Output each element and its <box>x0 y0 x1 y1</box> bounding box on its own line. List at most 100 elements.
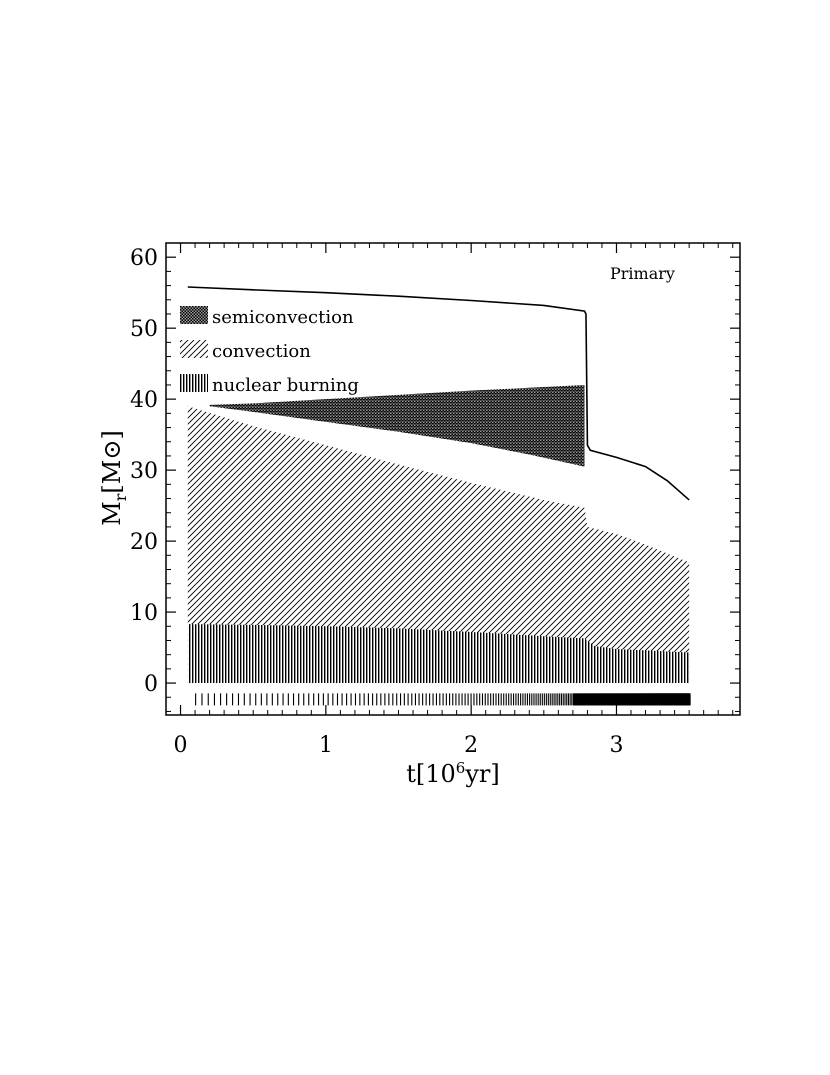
plot-frame <box>165 242 741 716</box>
legend-swatch-semiconvection <box>180 306 208 324</box>
burning-timeline-tick <box>452 693 454 706</box>
burning-timeline-tick <box>515 693 517 706</box>
burning-timeline-tick <box>461 693 463 706</box>
burning-timeline-tick <box>195 693 197 706</box>
y-tick-label: 60 <box>130 246 158 271</box>
burning-timeline-tick <box>435 693 437 706</box>
panel-label: Primary <box>610 264 675 283</box>
y-axis-title: Mr[M⊙] <box>98 430 130 526</box>
burning-timeline-tick <box>543 693 545 706</box>
burning-timeline-tick <box>232 693 234 706</box>
burning-timeline-tick <box>566 693 568 706</box>
burning-timeline-tick <box>560 693 563 706</box>
burning-timeline-tick <box>396 693 398 706</box>
burning-timeline-tick <box>418 693 420 706</box>
burning-timeline-tick <box>255 693 257 706</box>
burning-timeline-tick <box>399 693 402 706</box>
burning-timeline-tick <box>260 693 262 706</box>
y-tick-label: 50 <box>130 317 158 342</box>
x-axis-title-tail: yr] <box>464 760 499 788</box>
convective-core-region <box>187 406 690 684</box>
burning-timeline-tick <box>354 693 357 706</box>
x-tick-label: 3 <box>609 733 623 758</box>
burning-timeline-tick <box>318 693 320 706</box>
burning-timeline-tick <box>476 693 478 706</box>
burning-timeline-tick <box>564 693 566 706</box>
legend-swatch-nuclear-burning <box>180 374 208 392</box>
burning-timeline-tick <box>359 693 361 706</box>
burning-timeline-tick <box>308 693 310 706</box>
burning-timeline-tick <box>547 693 549 706</box>
burning-timeline-tick <box>545 693 547 706</box>
burning-timeline-tick <box>513 693 515 706</box>
burning-timeline-tick <box>487 693 489 706</box>
burning-timeline-tick <box>495 693 497 706</box>
burning-timeline-tick <box>481 693 484 706</box>
burning-timeline-tick <box>562 693 564 706</box>
burning-timeline-tick <box>226 693 228 706</box>
burning-timeline-tick <box>557 693 559 706</box>
burning-timeline-tick <box>332 693 334 706</box>
burning-timeline-tick <box>567 693 570 706</box>
burning-timeline-tick <box>414 693 417 706</box>
burning-timeline-tick <box>535 693 537 706</box>
data-layer <box>187 286 691 706</box>
burning-timeline-tick <box>517 693 519 706</box>
y-axis-title-tail: [M⊙] <box>98 430 126 493</box>
burning-timeline-tick <box>539 693 541 706</box>
axis-ticks <box>165 242 740 715</box>
burning-timeline-tick <box>526 693 528 706</box>
burning-timeline-tick <box>467 693 469 706</box>
burning-timeline-tick <box>380 693 382 706</box>
y-axis-title-sub: r <box>111 493 130 501</box>
nuclear-burning-region <box>187 624 690 684</box>
burning-timeline-tick <box>484 693 486 706</box>
burning-timeline-tick <box>266 693 268 706</box>
burning-timeline-tick <box>282 693 284 706</box>
burning-timeline-tick <box>403 693 405 706</box>
burning-timeline-tick <box>473 693 475 706</box>
burning-timeline-tick <box>689 693 691 706</box>
x-tick-label: 2 <box>464 733 478 758</box>
burning-timeline-solid <box>572 693 690 706</box>
burning-timeline-tick <box>537 693 539 706</box>
burning-timeline-tick <box>287 693 289 706</box>
legend: semiconvection convection nuclear burnin… <box>180 306 359 396</box>
legend-label-nuclear-burning: nuclear burning <box>212 375 359 396</box>
burning-timeline-tick <box>350 693 352 706</box>
burning-timeline-tick <box>367 693 369 706</box>
burning-timeline-tick <box>341 693 343 706</box>
burning-timeline-tick <box>549 693 551 706</box>
burning-timeline-tick <box>498 693 500 706</box>
burning-timeline-tick <box>384 693 386 706</box>
burning-timeline-tick <box>346 693 348 706</box>
burning-timeline-tick <box>533 693 535 706</box>
burning-timeline-tick <box>559 693 561 706</box>
burning-timeline-tick <box>243 693 245 706</box>
y-tick-label: 0 <box>144 672 158 697</box>
burning-timeline-tick <box>207 693 209 706</box>
burning-timeline-tick <box>442 693 444 706</box>
burning-timeline-tick <box>520 693 522 706</box>
burning-timeline-tick <box>429 693 431 706</box>
burning-timeline-tick <box>505 693 507 706</box>
y-tick-label: 10 <box>130 601 158 626</box>
burning-timeline-tick <box>458 693 460 706</box>
burning-timeline-tick <box>464 693 466 706</box>
burning-timeline-tick <box>271 693 273 706</box>
burning-timeline-tick <box>201 693 203 706</box>
burning-timeline-tick <box>313 693 315 706</box>
burning-timeline-tick <box>213 693 215 706</box>
burning-timeline-tick <box>524 693 526 706</box>
burning-timeline-tick <box>541 693 543 706</box>
burning-timeline-tick <box>336 693 339 706</box>
burning-timeline-tick <box>522 693 524 706</box>
semiconvection-layering <box>209 384 585 467</box>
burning-timeline-tick <box>432 693 434 706</box>
burning-timeline-tick <box>322 693 324 706</box>
burning-timeline-tick <box>372 693 374 706</box>
burning-timeline-tick <box>555 693 557 706</box>
x-axis-title: t[106yr] <box>406 759 500 788</box>
burning-timeline-tick <box>553 693 555 706</box>
legend-label-semiconvection: semiconvection <box>212 307 354 328</box>
